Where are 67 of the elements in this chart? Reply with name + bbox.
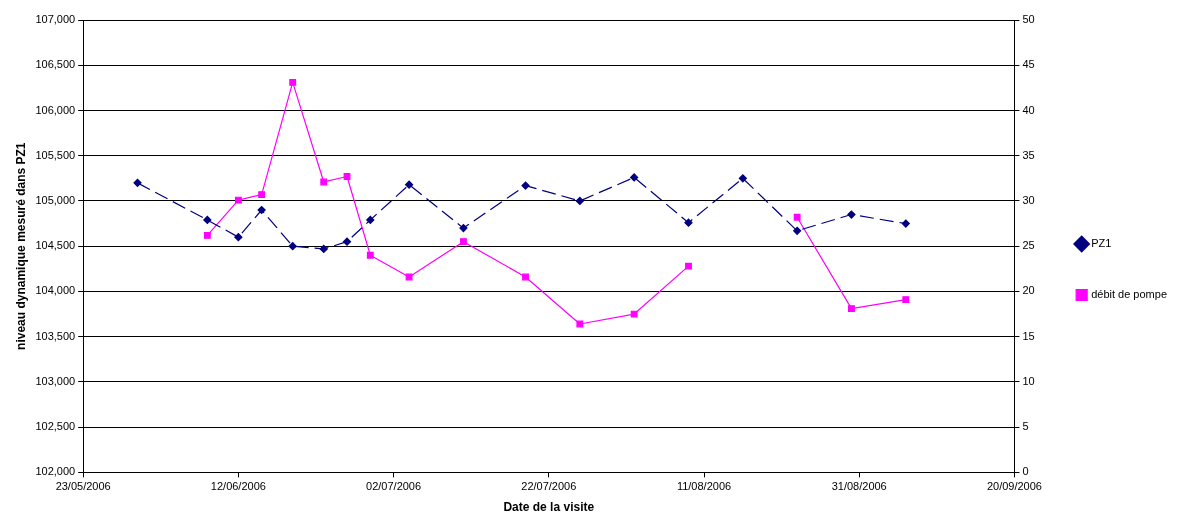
y-tick-label: 105,500 bbox=[35, 148, 76, 161]
y-tick-label: 104,500 bbox=[35, 239, 76, 252]
point bbox=[234, 233, 243, 242]
point bbox=[234, 196, 242, 204]
y-axis-title: niveau dynamique mesuré dans PZ1 bbox=[13, 142, 28, 350]
legend-label: débit de pompe bbox=[1091, 288, 1168, 301]
point bbox=[288, 242, 297, 251]
y2-tick-label: 30 bbox=[1022, 193, 1035, 206]
x-axis-title: Date de la visite bbox=[503, 500, 595, 515]
point bbox=[521, 181, 530, 190]
y-tick-label: 106,500 bbox=[35, 58, 76, 71]
point bbox=[684, 218, 693, 227]
y2-tick-label: 35 bbox=[1022, 148, 1035, 161]
x-tick-label: 22/07/2006 bbox=[521, 480, 577, 493]
legend-label: PZ1 bbox=[1091, 237, 1112, 250]
point bbox=[793, 213, 801, 221]
x-tick-label: 23/05/2006 bbox=[55, 480, 111, 493]
x-tick-label: 02/07/2006 bbox=[366, 480, 422, 493]
point bbox=[522, 273, 529, 281]
point bbox=[901, 219, 910, 228]
x-tick-label: 31/08/2006 bbox=[831, 480, 887, 493]
y2-tick-label: 15 bbox=[1022, 329, 1035, 342]
x-tick-label: 20/09/2006 bbox=[986, 480, 1042, 493]
y2-tick-label: 50 bbox=[1022, 13, 1035, 26]
point bbox=[343, 173, 351, 180]
y-tick-label: 106,000 bbox=[35, 103, 76, 116]
point bbox=[460, 238, 467, 246]
point bbox=[685, 262, 692, 270]
y2-tick-label: 40 bbox=[1022, 103, 1035, 116]
point bbox=[203, 215, 212, 225]
point bbox=[847, 210, 856, 219]
y2-tick-label: 25 bbox=[1022, 239, 1035, 252]
y-tick-label: 102,000 bbox=[35, 465, 76, 478]
point bbox=[630, 310, 638, 318]
y2-tick-label: 10 bbox=[1022, 374, 1035, 387]
y-tick-label: 102,500 bbox=[35, 420, 76, 433]
y-tick-label: 107,000 bbox=[35, 13, 76, 26]
point bbox=[459, 224, 468, 233]
y2-tick-label: 45 bbox=[1022, 58, 1035, 71]
y-tick-label: 103,000 bbox=[35, 374, 76, 387]
y-tick-label: 104,000 bbox=[35, 284, 76, 297]
point bbox=[289, 79, 297, 86]
point bbox=[342, 237, 352, 246]
point bbox=[848, 305, 855, 313]
y-tick-label: 105,000 bbox=[35, 193, 76, 206]
point bbox=[902, 296, 910, 304]
point bbox=[258, 191, 266, 199]
y2-tick-label: 20 bbox=[1022, 284, 1035, 297]
point bbox=[257, 205, 266, 215]
point bbox=[575, 196, 584, 206]
point bbox=[203, 231, 211, 239]
x-tick-label: 11/08/2006 bbox=[676, 480, 732, 493]
point bbox=[366, 215, 375, 225]
y2-tick-label: 5 bbox=[1022, 420, 1029, 433]
point bbox=[793, 226, 802, 235]
point bbox=[405, 273, 413, 281]
y2-tick-label: 0 bbox=[1022, 465, 1029, 478]
y-tick-label: 103,500 bbox=[35, 329, 76, 342]
point bbox=[320, 178, 328, 186]
point bbox=[738, 174, 747, 183]
point bbox=[630, 173, 639, 182]
point bbox=[405, 180, 414, 189]
point bbox=[319, 244, 328, 254]
point bbox=[133, 178, 142, 187]
point bbox=[366, 251, 374, 259]
x-tick-label: 12/06/2006 bbox=[210, 480, 266, 493]
point bbox=[576, 320, 584, 328]
